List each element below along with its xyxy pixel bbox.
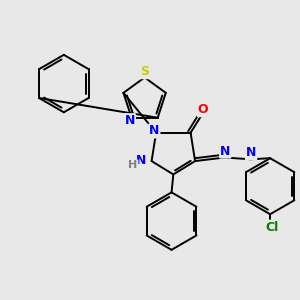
Text: N: N bbox=[136, 154, 146, 166]
Text: N: N bbox=[124, 114, 135, 127]
Text: S: S bbox=[140, 65, 149, 78]
Text: N: N bbox=[220, 145, 230, 158]
Text: H: H bbox=[128, 160, 137, 170]
Text: N: N bbox=[246, 146, 256, 159]
Text: Cl: Cl bbox=[265, 221, 279, 234]
Text: O: O bbox=[198, 103, 208, 116]
Text: N: N bbox=[149, 124, 160, 137]
